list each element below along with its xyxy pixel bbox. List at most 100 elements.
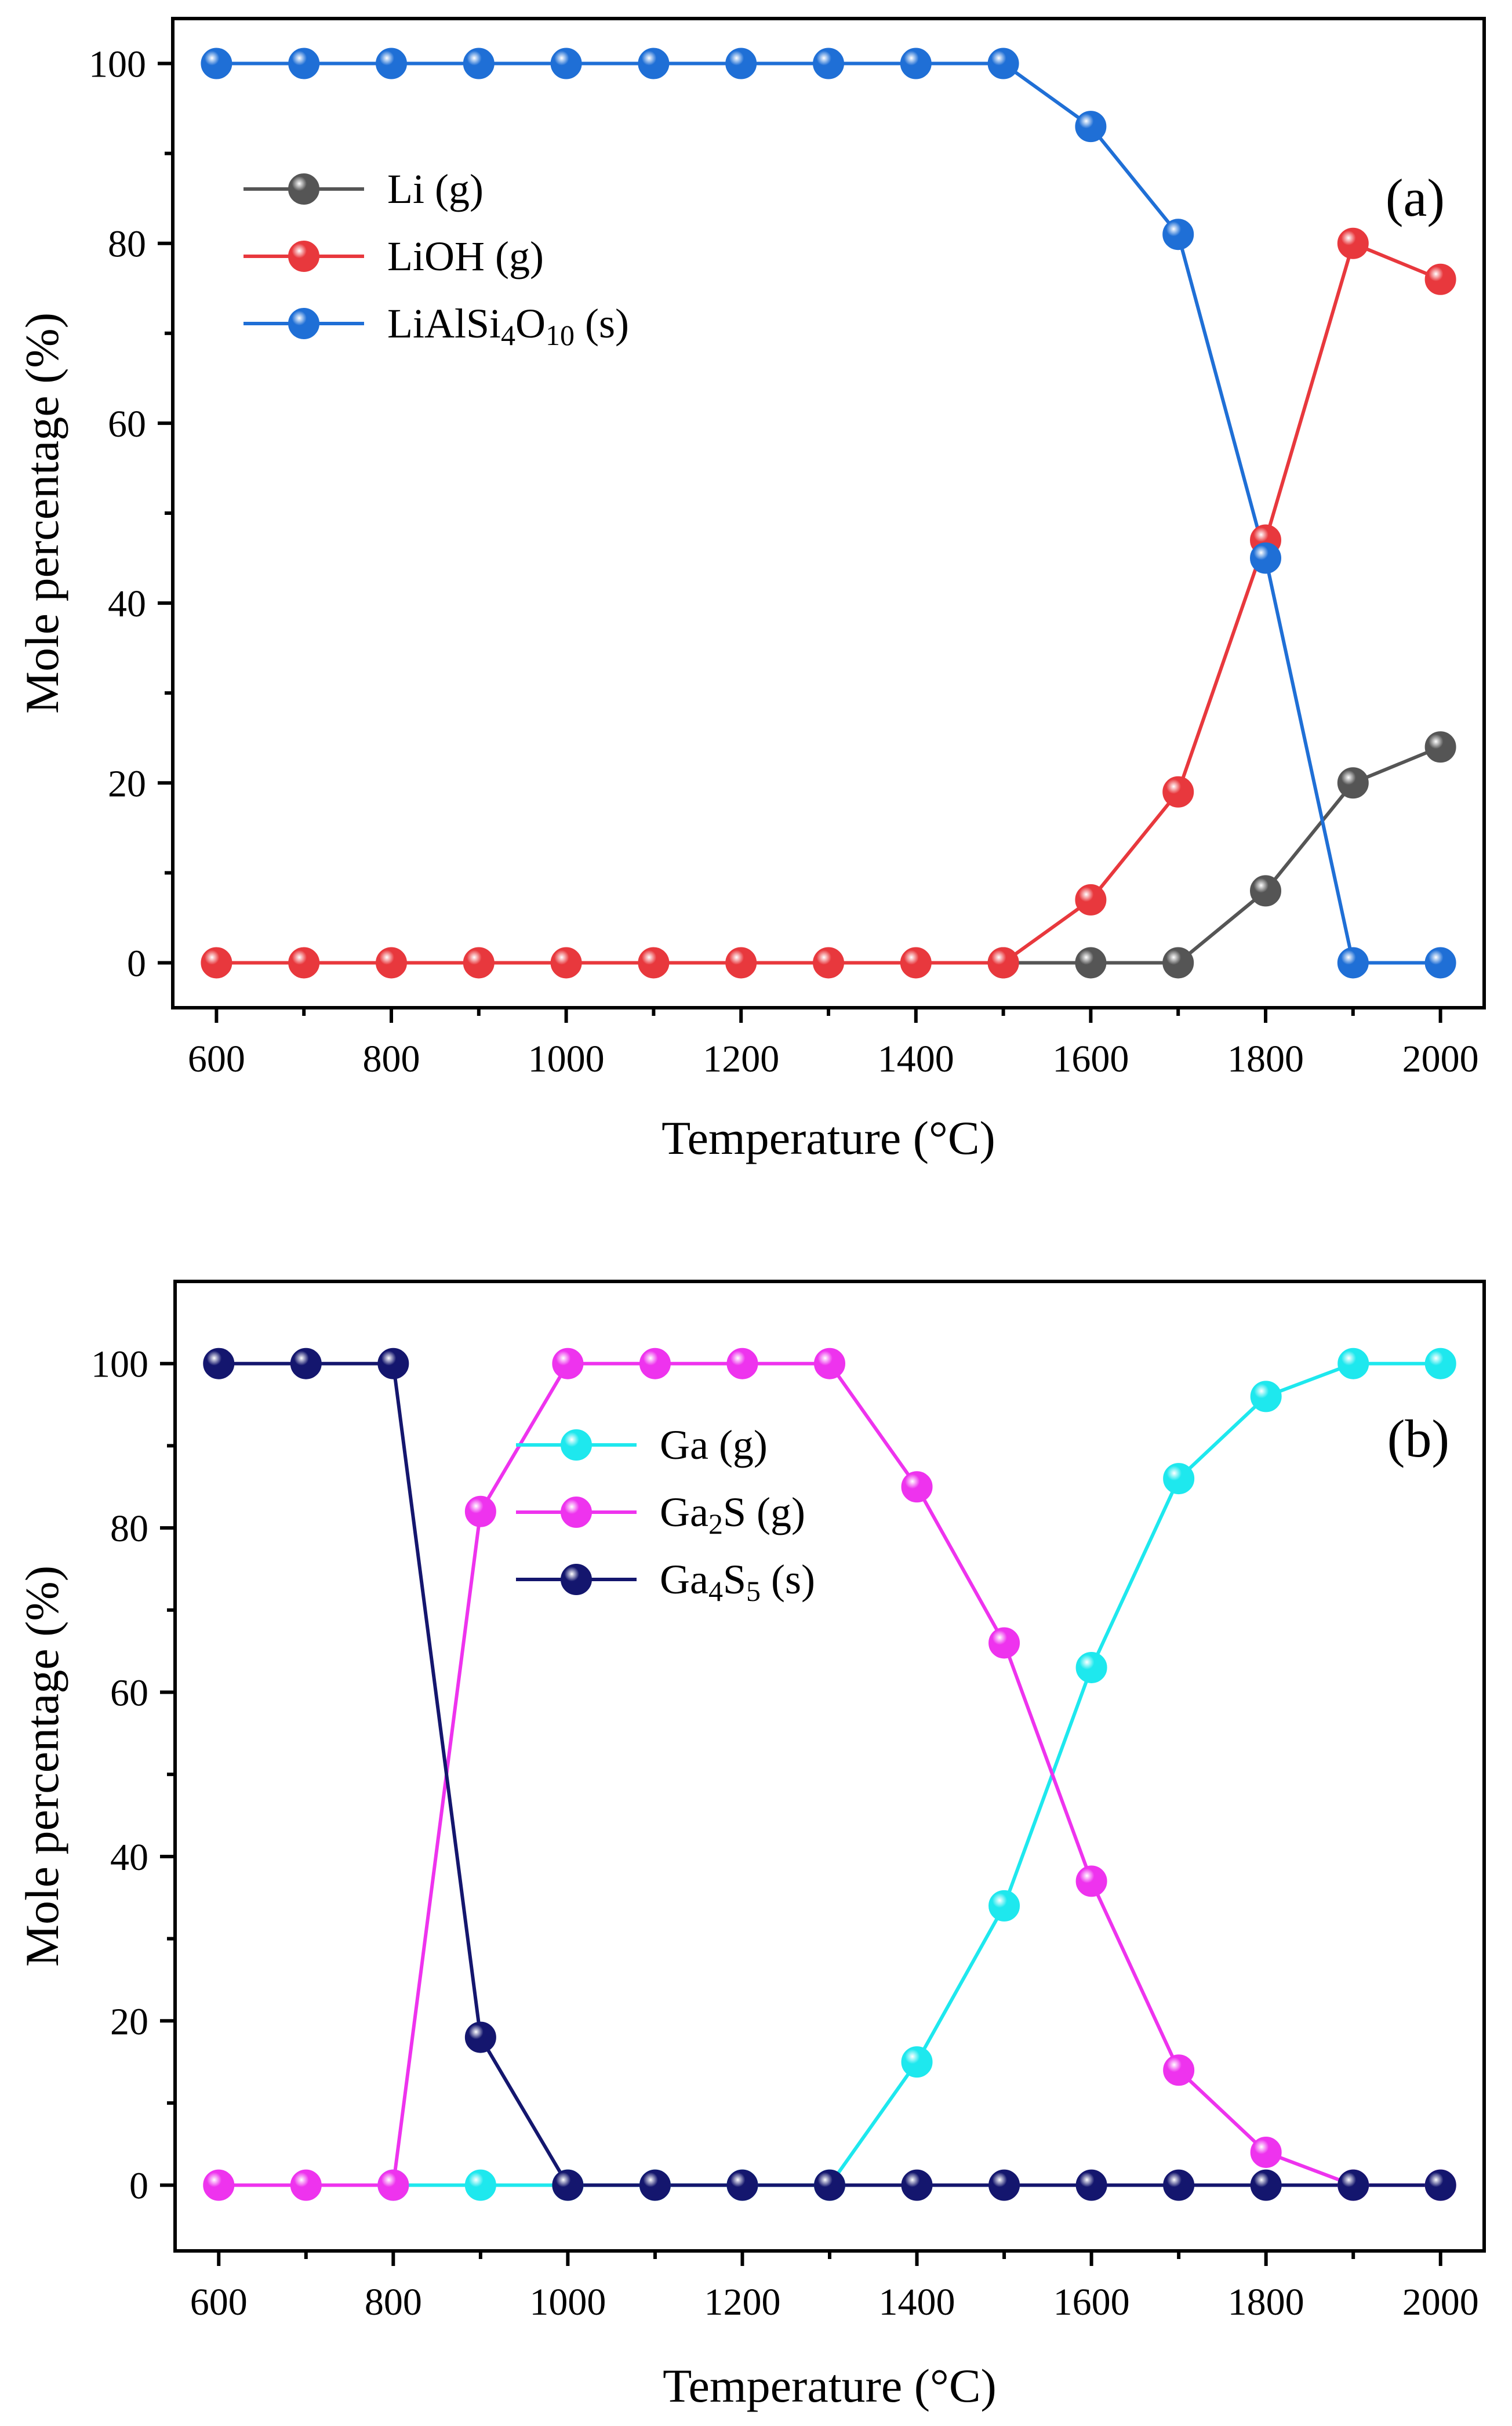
- x-tick-label: 600: [188, 1038, 245, 1080]
- data-point: [1075, 111, 1107, 143]
- data-point: [290, 2169, 322, 2201]
- data-point: [1337, 1348, 1369, 1379]
- data-point: [1075, 2169, 1107, 2201]
- data-point: [201, 48, 232, 79]
- x-tick-label: 1000: [529, 2281, 606, 2323]
- data-point: [900, 947, 932, 979]
- data-point: [463, 48, 495, 79]
- legend-marker: [288, 173, 319, 205]
- x-tick-label: 1200: [704, 2281, 780, 2323]
- data-point: [639, 1348, 671, 1379]
- legend-marker: [288, 241, 319, 272]
- data-point: [1424, 947, 1456, 979]
- series-line-1: [1003, 745, 1441, 965]
- y-tick-label: 0: [127, 942, 146, 985]
- data-point: [1163, 2169, 1195, 2201]
- legend-label: Ga4S5 (s): [660, 1556, 815, 1607]
- legend-marker: [561, 1497, 592, 1528]
- data-point: [814, 1348, 845, 1379]
- data-point: [552, 2169, 584, 2201]
- y-tick-label: 80: [108, 223, 146, 266]
- data-point: [376, 48, 407, 79]
- legend-marker: [561, 1564, 592, 1595]
- panel-label: (b): [1387, 1409, 1449, 1468]
- data-point: [1337, 767, 1369, 799]
- data-point: [464, 1495, 496, 1527]
- data-point: [1424, 263, 1456, 295]
- legend-marker: [561, 1429, 592, 1461]
- data-point: [1424, 1348, 1456, 1379]
- data-point: [550, 947, 582, 979]
- legend-label: LiAlSi4O10 (s): [387, 300, 629, 351]
- data-point: [1250, 2169, 1282, 2201]
- data-point: [1250, 2136, 1282, 2168]
- data-point: [1337, 2169, 1369, 2201]
- data-point: [1162, 947, 1194, 979]
- data-point: [376, 947, 407, 979]
- y-tick-label: 20: [110, 2000, 148, 2043]
- x-tick-label: 1200: [703, 1038, 779, 1080]
- x-tick-label: 800: [363, 1038, 420, 1080]
- data-point: [1337, 227, 1369, 259]
- series-line-2: [219, 1361, 1441, 2187]
- data-point: [725, 947, 757, 979]
- y-axis-title: Mole percentage (%): [16, 1566, 68, 1967]
- data-point: [1163, 1463, 1195, 1495]
- data-point: [988, 1627, 1020, 1659]
- x-tick-label: 1400: [879, 2281, 955, 2323]
- data-point: [1337, 947, 1369, 979]
- legend-label: Ga (g): [660, 1422, 768, 1468]
- data-point: [290, 1348, 322, 1379]
- data-point: [1163, 2054, 1195, 2086]
- series-line-2: [216, 241, 1441, 965]
- data-point: [725, 48, 757, 79]
- x-tick-label: 1800: [1228, 2281, 1304, 2323]
- data-point: [813, 947, 844, 979]
- x-tick-label: 2000: [1402, 1038, 1479, 1080]
- data-point: [988, 1890, 1020, 1922]
- data-point: [638, 48, 670, 79]
- data-point: [1162, 776, 1194, 808]
- x-tick-label: 1600: [1053, 2281, 1130, 2323]
- y-tick-label: 40: [110, 1836, 148, 1879]
- x-tick-label: 1800: [1227, 1038, 1304, 1080]
- plot-frame: [171, 17, 1486, 1009]
- data-point: [552, 1348, 584, 1379]
- data-point: [1075, 947, 1107, 979]
- data-point: [901, 1471, 933, 1503]
- data-point: [288, 48, 320, 79]
- x-axis-title: Temperature (°C): [662, 1112, 995, 1164]
- y-tick-label: 60: [108, 403, 146, 445]
- data-point: [987, 947, 1019, 979]
- data-point: [464, 2169, 496, 2201]
- data-point: [1250, 875, 1281, 907]
- x-tick-label: 1600: [1052, 1038, 1129, 1080]
- y-tick-label: 60: [110, 1672, 148, 1714]
- data-point: [726, 1348, 758, 1379]
- data-point: [1250, 1381, 1282, 1412]
- data-point: [726, 2169, 758, 2201]
- data-point: [1162, 219, 1194, 250]
- legend-marker: [288, 308, 319, 339]
- data-point: [1424, 731, 1456, 763]
- data-point: [203, 2169, 235, 2201]
- data-point: [288, 947, 320, 979]
- data-point: [1075, 1651, 1107, 1683]
- chart-b: 600 800 1000 1200 1400 1600 1800 2000 0 20 40 60 80 1…: [16, 1280, 1486, 2412]
- data-point: [814, 2169, 845, 2201]
- data-point: [377, 2169, 409, 2201]
- x-tick-label: 1000: [528, 1038, 605, 1080]
- data-point: [639, 2169, 671, 2201]
- y-tick-label: 40: [108, 583, 146, 625]
- data-point: [901, 2046, 933, 2078]
- plot-frame: [173, 1280, 1486, 2253]
- y-tick-label: 100: [91, 1343, 148, 1386]
- data-point: [638, 947, 670, 979]
- data-point: [813, 48, 844, 79]
- data-point: [464, 2021, 496, 2053]
- legend-label: Li (g): [387, 166, 484, 212]
- data-point: [987, 48, 1019, 79]
- chart-a: 600 800 1000 1200 1400 1600 1800 2000 0 20 40 60 80 1…: [16, 17, 1486, 1164]
- panel-label: (a): [1386, 168, 1445, 227]
- legend-label: LiOH (g): [387, 233, 544, 279]
